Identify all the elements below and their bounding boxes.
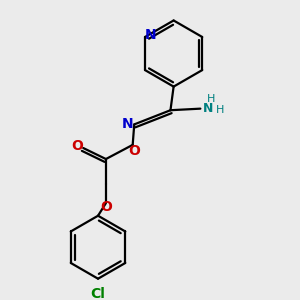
Text: N: N — [145, 28, 157, 42]
Text: O: O — [71, 140, 83, 153]
Text: Cl: Cl — [91, 286, 106, 300]
Text: N: N — [203, 102, 213, 115]
Text: O: O — [100, 200, 112, 214]
Text: H: H — [215, 105, 224, 115]
Text: H: H — [207, 94, 216, 103]
Text: N: N — [122, 117, 133, 131]
Text: O: O — [128, 143, 140, 158]
